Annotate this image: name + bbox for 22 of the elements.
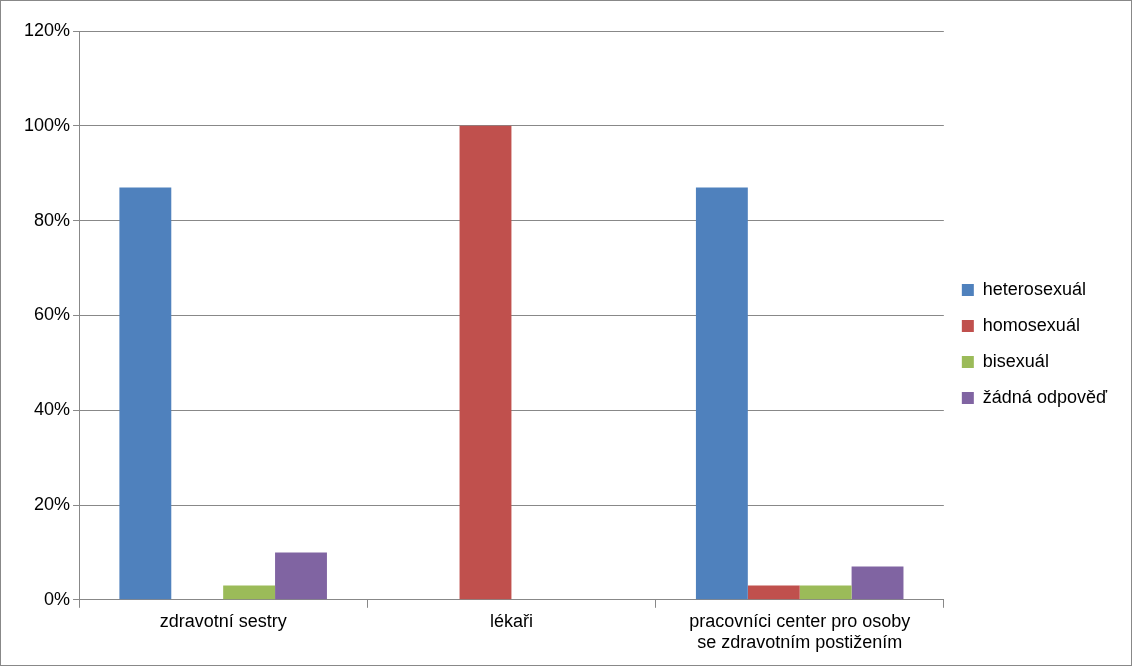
y-tick-label: 20% bbox=[34, 493, 71, 514]
y-tick-label: 80% bbox=[34, 209, 71, 230]
bar bbox=[223, 585, 276, 600]
bar bbox=[747, 585, 800, 600]
legend-label: žádná odpověď bbox=[982, 386, 1108, 407]
y-tick-label: 100% bbox=[23, 114, 71, 135]
bar bbox=[275, 552, 327, 600]
y-tick-label: 40% bbox=[34, 399, 71, 420]
x-tick-label: zdravotní sestry bbox=[159, 610, 287, 631]
bar bbox=[119, 187, 172, 600]
y-tick-label: 60% bbox=[34, 304, 71, 325]
legend-label: heterosexuál bbox=[982, 278, 1086, 299]
x-tick-label: lékaři bbox=[489, 610, 533, 631]
bar bbox=[695, 187, 748, 600]
legend-label: bisexuál bbox=[982, 350, 1049, 371]
x-tick-label: pracovníci center pro osoby se zdravotním postižením bbox=[689, 610, 911, 653]
y-tick-label: 120% bbox=[23, 19, 71, 40]
legend-label: homosexuál bbox=[982, 314, 1080, 335]
bar bbox=[799, 585, 852, 600]
bar bbox=[851, 566, 904, 600]
y-tick-label: 0% bbox=[44, 588, 71, 609]
bar bbox=[459, 125, 512, 600]
